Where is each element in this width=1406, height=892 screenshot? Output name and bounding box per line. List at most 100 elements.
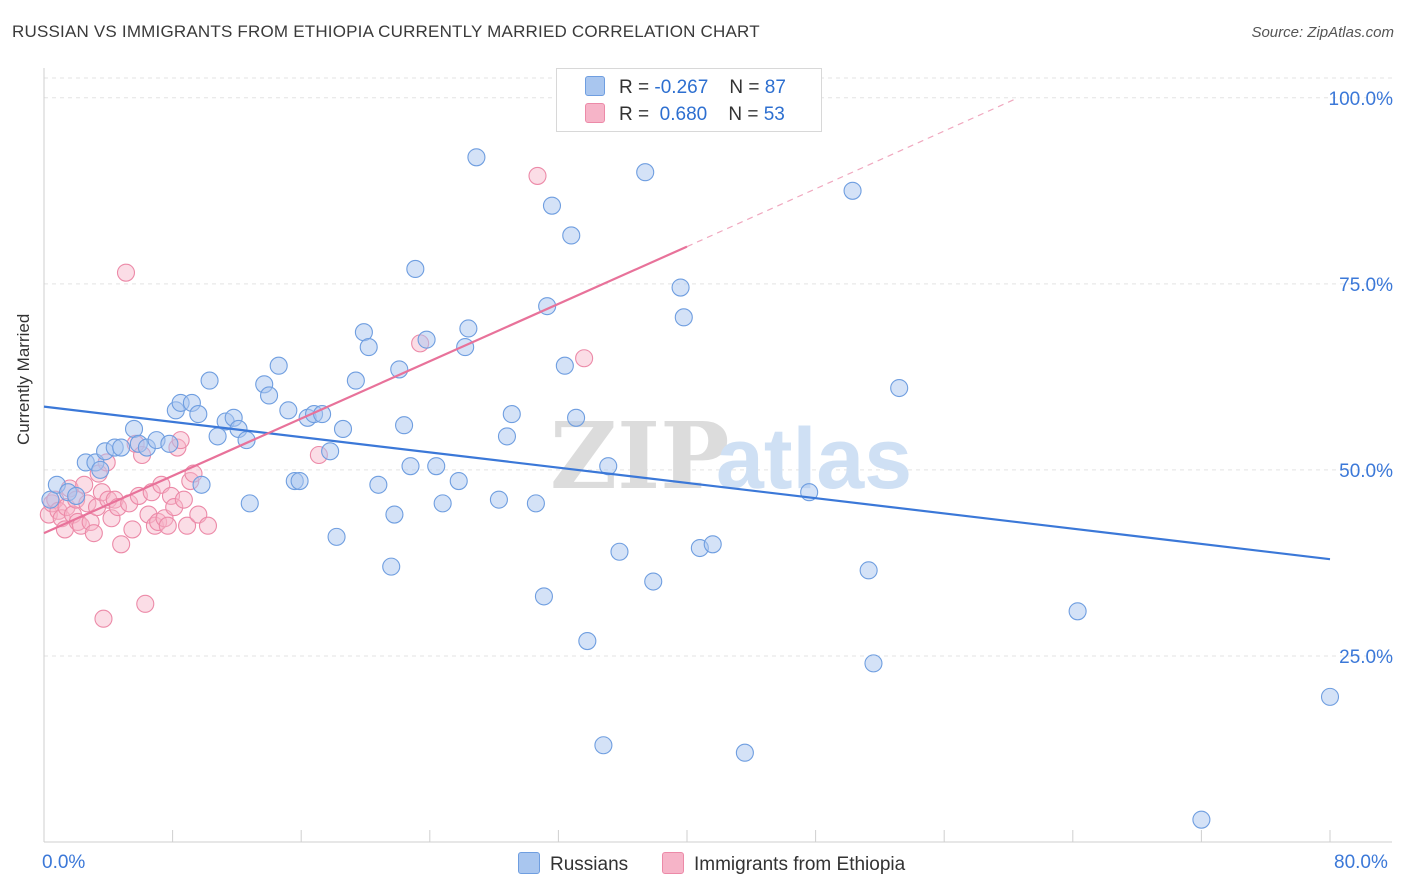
russians-point: [112, 438, 131, 457]
russians-point: [327, 527, 346, 546]
russians-points: [41, 148, 1340, 829]
russians-point: [534, 587, 553, 606]
russians-point: [333, 419, 353, 439]
russians-point: [459, 319, 478, 338]
russians-point: [359, 338, 378, 357]
y-tick-label: 75.0%: [1339, 275, 1393, 296]
russians-point: [644, 572, 663, 591]
chart-title: RUSSIAN VS IMMIGRANTS FROM ETHIOPIA CURR…: [12, 22, 760, 41]
legend-swatch-ethiopia: [585, 103, 605, 123]
russians-point: [433, 494, 452, 513]
x-tick-label-max: 80.0%: [1334, 852, 1388, 873]
bottom-legend-swatch-russians: [518, 852, 540, 874]
russians-point: [259, 386, 279, 405]
russians-point: [382, 557, 401, 576]
russians-point: [192, 475, 211, 494]
legend-swatch-russians: [585, 76, 605, 96]
ethiopia-trendline-extension: [686, 97, 1019, 248]
ethiopia-point: [112, 535, 131, 554]
x-tick-label-min: 0.0%: [42, 852, 86, 873]
legend-n-label: N =: [728, 104, 759, 125]
ethiopia-point: [575, 349, 594, 368]
russians-point: [489, 490, 508, 509]
legend-r-label: R =: [619, 104, 650, 125]
watermark: ZIP atlas: [550, 402, 912, 510]
legend-n-value: 53: [763, 104, 785, 125]
russians-point: [594, 736, 613, 755]
russians-point: [502, 405, 521, 424]
y-tick-label: 50.0%: [1339, 461, 1393, 482]
ethiopia-point: [198, 516, 218, 535]
russians-point: [636, 163, 655, 182]
bottom-legend-label: Russians: [550, 854, 629, 875]
ethiopia-point: [136, 594, 155, 613]
y-tick-label: 25.0%: [1339, 647, 1393, 668]
russians-point: [406, 259, 425, 278]
russians-point: [427, 457, 446, 476]
russians-point: [208, 427, 227, 446]
russians-point: [467, 148, 486, 167]
ethiopia-point: [165, 498, 184, 517]
ethiopia-point: [116, 263, 136, 282]
russians-point: [864, 654, 883, 673]
russians-point: [369, 475, 388, 494]
russians-point: [1192, 810, 1211, 829]
legend-n-value: 87: [764, 77, 786, 98]
legend-n-label: N =: [729, 77, 760, 98]
russians-point: [671, 278, 690, 297]
trendlines: [43, 97, 1331, 561]
russians-point: [890, 378, 909, 398]
russians-point: [417, 330, 436, 349]
ethiopia-points: [39, 166, 594, 628]
russians-point: [735, 743, 754, 762]
russians-point: [290, 471, 309, 491]
bottom-legend-ethiopia: Immigrants from Ethiopia: [662, 852, 905, 876]
legend-r-label: R =: [619, 77, 650, 98]
ethiopia-point: [158, 516, 177, 535]
russians-point: [200, 371, 219, 390]
legend-r-value: -0.267: [654, 77, 709, 98]
russians-point: [401, 457, 420, 476]
chart-source: Source: ZipAtlas.com: [1251, 24, 1394, 41]
ethiopia-point: [528, 166, 547, 185]
legend-r-value: 0.680: [654, 104, 708, 125]
russians-point: [321, 442, 340, 461]
russians-point: [674, 308, 693, 327]
russians-point: [567, 408, 586, 427]
russians-point: [578, 632, 597, 651]
russians-point: [189, 405, 208, 424]
correlation-legend: R = -0.267 N = 87 R = 0.680 N = 53: [556, 68, 822, 132]
russians-point: [41, 490, 60, 509]
legend-row-russians: R = -0.267 N = 87: [585, 76, 786, 100]
russians-point: [279, 401, 298, 420]
russians-point: [449, 471, 468, 491]
ethiopia-point: [94, 609, 113, 628]
ethiopia-point: [102, 509, 121, 528]
y-tick-labels: 25.0% 50.0% 75.0% 100.0%: [1329, 89, 1394, 668]
russians-point: [346, 371, 365, 390]
legend-row-ethiopia: R = 0.680 N = 53: [585, 103, 785, 127]
y-tick-label: 100.0%: [1329, 89, 1394, 110]
russians-point: [610, 542, 629, 561]
russians-point: [67, 486, 86, 505]
russians-point: [562, 226, 581, 245]
russians-point: [160, 434, 179, 453]
russians-point: [91, 460, 110, 479]
russians-point: [843, 181, 862, 200]
axes: [43, 68, 1392, 843]
ethiopia-point: [123, 520, 142, 539]
bottom-legend-russians: Russians: [518, 852, 628, 876]
ethiopia-point: [178, 516, 197, 535]
russians-point: [385, 505, 404, 524]
russians-point: [703, 535, 722, 554]
gridlines: [44, 77, 1392, 657]
russians-point: [240, 494, 259, 513]
russians-point: [555, 356, 574, 375]
russians-point: [1068, 602, 1087, 621]
ethiopia-trendline: [43, 245, 688, 535]
bottom-legend-swatch-ethiopia: [662, 852, 684, 874]
russians-point: [542, 196, 562, 215]
ethiopia-point: [84, 524, 103, 543]
russians-point: [1320, 687, 1340, 706]
